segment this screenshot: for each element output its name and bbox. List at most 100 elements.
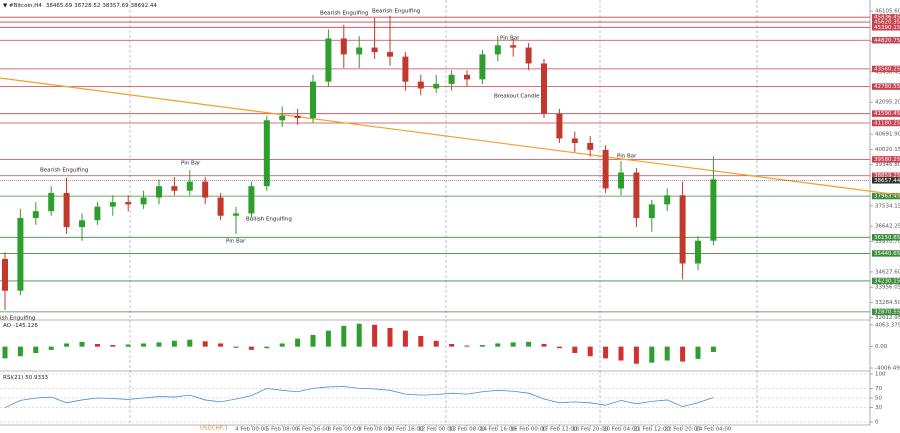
ao-bar [310, 334, 316, 347]
candle-body [479, 54, 486, 80]
ao-bar [248, 346, 254, 350]
level-label: 36150.85 [874, 235, 900, 241]
candle-body [648, 204, 655, 218]
x-tick-label: 5 Feb 08:00 [266, 427, 299, 433]
level-label: 34230.15 [874, 278, 900, 284]
candle-body [156, 186, 162, 198]
ao-bar [171, 340, 177, 347]
candle-body [63, 193, 70, 228]
level-label: 45620.35 [874, 20, 900, 26]
y-tick-label: 39346.80 [875, 162, 900, 168]
header-open: 38465.69 [46, 3, 73, 9]
level-label-box [872, 250, 900, 257]
candle-body [340, 38, 347, 55]
candle-body [695, 240, 701, 264]
current-price-label: 38657.44 [874, 178, 900, 184]
ao-bar [572, 346, 578, 354]
ao-value: -145.126 [13, 323, 38, 329]
rsi-header: RSI(21) 50.9333 [3, 375, 48, 381]
pattern-annotation: Pin Bar [617, 154, 637, 160]
ao-header: AO -145.126 [3, 323, 38, 329]
x-tick-label: 18 Feb 20:00 [572, 427, 609, 433]
candle-body [79, 220, 85, 228]
ao-bar [79, 341, 85, 347]
candle-body [387, 52, 393, 57]
level-label-box [872, 65, 900, 73]
ao-title: AO [3, 323, 12, 329]
level-label: 43560.25 [874, 66, 900, 72]
ao-bar [94, 343, 100, 347]
x-tick-label: 13 Feb 08:00 [449, 427, 486, 433]
y-tick-label: 40691.90 [875, 132, 900, 138]
candle-body [571, 138, 578, 143]
rsi-value: 50.9333 [25, 375, 48, 381]
ao-bar [618, 346, 624, 361]
ao-bar [464, 345, 470, 347]
candle-body [279, 115, 286, 121]
chart-header: ▼ #Bitcoin,H4 38465.69 38728.52 38357.69 386… [3, 3, 157, 9]
ao-bar [233, 346, 239, 348]
level-label: 44820.75 [874, 38, 900, 44]
candle-body [294, 115, 301, 118]
level-label-box [872, 24, 900, 31]
candle-body [32, 211, 39, 218]
ao-bar [372, 324, 378, 347]
level-label: 45836.45 [874, 15, 900, 21]
level-label-box [872, 234, 900, 241]
y-tick-label: 35970.70 [875, 239, 900, 245]
level-label-box [872, 156, 900, 163]
pattern-annotation: Pin Bar [181, 161, 201, 167]
candle-body [602, 149, 609, 189]
candle-body [587, 143, 594, 150]
candle-body [325, 38, 332, 82]
ao-bar [218, 343, 224, 347]
ao-bar [2, 346, 8, 359]
level-label: 42780.55 [874, 84, 900, 90]
x-tick-label: 22 Feb 20:00 [665, 427, 702, 433]
x-tick-label: 21 Feb 12:00 [634, 427, 671, 433]
ao-bar [649, 346, 655, 363]
candle-body [356, 47, 363, 55]
level-label: 41180.25 [874, 120, 900, 126]
ao-bar [264, 346, 270, 349]
ao-bar [341, 325, 347, 347]
candle-body [448, 74, 455, 84]
ao-bar [526, 341, 532, 347]
ao-bar [449, 343, 455, 347]
candle-body [679, 195, 686, 264]
rsi-line [4, 386, 714, 408]
current-price-box [872, 177, 900, 184]
candle-body [310, 81, 316, 118]
y-tick-label: 33284.50 [875, 300, 900, 306]
x-tick-label: 6 Feb 16:00 [297, 427, 330, 433]
candle-body [556, 113, 563, 139]
pattern-annotation: Bullish Engulfing [246, 217, 292, 223]
ao-bar [680, 346, 686, 362]
candle-body [464, 74, 470, 80]
level-label: 37963.45 [874, 194, 900, 200]
candle-body [664, 195, 671, 205]
ao-bar [295, 338, 301, 347]
y-tick-label: -4006.496 [875, 366, 900, 372]
candle-body [633, 172, 640, 218]
pattern-annotation: Pin Bar [500, 36, 520, 42]
header-high: 38728.52 [74, 3, 100, 9]
ao-bar [633, 346, 639, 364]
candle-body [125, 202, 132, 205]
candle-body [202, 181, 209, 198]
y-tick-label: 30 [875, 405, 882, 411]
pattern-annotation: Bearish Engulfing [372, 9, 420, 15]
y-tick-label: 34627.60 [875, 269, 900, 275]
ao-bar [433, 340, 439, 347]
ao-bar [479, 345, 485, 347]
pattern-annotation: ish Engulfing [0, 316, 36, 322]
y-tick-label: 33956.05 [875, 285, 900, 291]
level-label-box [872, 119, 900, 127]
collapse-arrow: ▼ [3, 3, 9, 9]
ao-bar [495, 343, 501, 347]
y-tick-label: 4063.379 [875, 322, 900, 328]
y-tick-label: 43430.45 [875, 69, 900, 75]
pattern-annotation: Bearish Engulfing [320, 11, 368, 17]
candle-body [17, 218, 24, 291]
